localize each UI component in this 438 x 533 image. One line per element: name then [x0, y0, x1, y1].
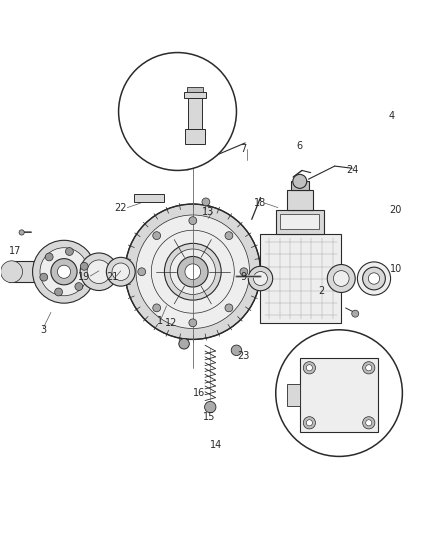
Text: 3: 3 — [40, 325, 46, 335]
Bar — [187, 87, 203, 92]
Text: 11: 11 — [149, 83, 162, 93]
Circle shape — [306, 365, 312, 371]
Text: 13: 13 — [202, 207, 214, 217]
Circle shape — [189, 217, 197, 224]
Circle shape — [327, 264, 355, 293]
Circle shape — [151, 230, 234, 313]
Circle shape — [138, 268, 146, 276]
Circle shape — [80, 253, 118, 290]
Circle shape — [106, 257, 135, 286]
Bar — [184, 92, 206, 99]
Circle shape — [205, 401, 216, 413]
Circle shape — [1, 261, 22, 282]
Circle shape — [368, 273, 380, 284]
Circle shape — [225, 304, 233, 312]
Circle shape — [87, 260, 111, 284]
Circle shape — [170, 249, 215, 294]
Circle shape — [55, 288, 63, 296]
Circle shape — [153, 232, 161, 239]
Circle shape — [40, 273, 48, 281]
Text: 18: 18 — [254, 198, 267, 208]
Circle shape — [66, 247, 73, 255]
Circle shape — [184, 164, 191, 170]
Text: 24: 24 — [346, 165, 358, 175]
Circle shape — [276, 330, 403, 456]
Text: 12: 12 — [165, 318, 177, 328]
Bar — [261, 234, 341, 323]
Text: 2: 2 — [318, 286, 325, 295]
Text: 20: 20 — [390, 205, 402, 215]
Circle shape — [57, 265, 71, 278]
Circle shape — [179, 338, 189, 349]
Bar — [280, 214, 319, 229]
Bar — [276, 210, 324, 234]
Text: 1: 1 — [157, 316, 163, 326]
Circle shape — [352, 310, 359, 317]
Circle shape — [185, 264, 201, 280]
Circle shape — [366, 420, 372, 426]
Circle shape — [80, 262, 88, 270]
Text: 15: 15 — [203, 412, 215, 422]
Circle shape — [333, 271, 349, 286]
Circle shape — [75, 282, 83, 290]
Text: 16: 16 — [193, 388, 205, 398]
Circle shape — [189, 319, 197, 327]
Circle shape — [366, 365, 372, 371]
Circle shape — [40, 248, 88, 296]
Circle shape — [306, 420, 312, 426]
Bar — [188, 99, 201, 129]
Text: 4: 4 — [389, 111, 395, 121]
Circle shape — [202, 198, 210, 206]
Text: 17: 17 — [8, 246, 21, 256]
Circle shape — [248, 266, 273, 290]
Text: 19: 19 — [78, 272, 90, 282]
Text: 8: 8 — [360, 429, 366, 438]
Circle shape — [303, 362, 315, 374]
Text: 5: 5 — [291, 429, 297, 438]
Bar — [287, 190, 313, 210]
Circle shape — [136, 215, 250, 328]
Circle shape — [357, 262, 391, 295]
Text: 22: 22 — [114, 203, 127, 213]
Circle shape — [177, 256, 208, 287]
Bar — [134, 194, 164, 202]
Text: 23: 23 — [237, 351, 249, 361]
Text: 10: 10 — [390, 264, 402, 273]
Circle shape — [32, 240, 95, 303]
Circle shape — [125, 204, 261, 340]
Bar — [185, 129, 205, 144]
Circle shape — [225, 232, 233, 239]
Text: 21: 21 — [106, 272, 118, 282]
Circle shape — [51, 259, 77, 285]
Bar — [287, 384, 300, 407]
Circle shape — [153, 304, 161, 312]
Text: 6: 6 — [297, 141, 303, 151]
Bar — [300, 358, 378, 432]
Circle shape — [363, 267, 385, 290]
Text: 7: 7 — [240, 143, 246, 154]
Circle shape — [303, 417, 315, 429]
Circle shape — [231, 345, 242, 356]
Circle shape — [164, 244, 221, 300]
Text: 14: 14 — [210, 440, 222, 450]
Circle shape — [119, 53, 237, 171]
Circle shape — [240, 268, 248, 276]
Circle shape — [112, 263, 130, 280]
Text: 9: 9 — [240, 272, 246, 282]
Circle shape — [363, 362, 375, 374]
Circle shape — [45, 253, 53, 261]
Bar — [10, 261, 71, 282]
Circle shape — [19, 230, 24, 235]
Circle shape — [254, 271, 268, 286]
Circle shape — [363, 417, 375, 429]
Bar — [291, 181, 308, 190]
Circle shape — [293, 174, 307, 188]
